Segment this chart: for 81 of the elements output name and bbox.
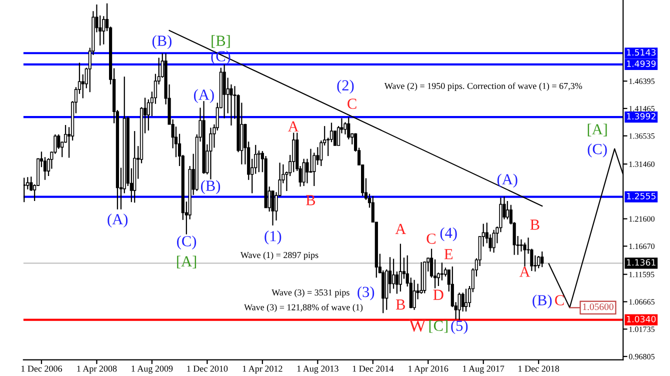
annotation: (A) (497, 174, 518, 188)
x-tick-label: 1 Dec 2006 (21, 366, 62, 372)
candlestick (292, 132, 296, 173)
candlestick (492, 229, 496, 254)
x-tick-label: 1 Dec 2010 (187, 366, 228, 372)
candlestick (537, 255, 540, 269)
candlestick (398, 243, 402, 292)
annotation: (B) (152, 35, 172, 50)
candlestick (520, 238, 523, 252)
x-tick-label: 1 Apr 2016 (408, 366, 448, 374)
x-tick-label: 1 Apr 2008 (77, 366, 117, 374)
x-tick-label: 1 Aug 2017 (463, 366, 504, 374)
y-tick-label: 1.21600 (629, 216, 655, 222)
annotation: (5) (451, 320, 468, 334)
candlestick (461, 292, 464, 312)
ref-line-label: 1.0340 (627, 316, 656, 322)
y-tick-label: 1.31460 (629, 161, 655, 167)
y-tick-label: 1.06665 (629, 299, 655, 305)
y-tick-label: 0.96805 (628, 354, 655, 360)
annotation: C (426, 234, 436, 244)
annotation: B (306, 195, 316, 206)
annotation: (2) (337, 80, 354, 94)
y-tick-label: 1.36535 (629, 133, 655, 139)
annotation: Wave (3) = 3531 pips (272, 289, 350, 298)
annotation: (B) (532, 294, 552, 308)
annotation: (C) (211, 50, 230, 64)
annotation: E (444, 249, 453, 260)
annotation: A (288, 121, 299, 132)
ref-line-label: 1.1361 (627, 259, 656, 266)
x-tick-label: 1 Apr 2012 (242, 366, 282, 374)
annotation: Wave (1) = 2897 pips (240, 252, 318, 260)
y-tick-label: 1.11595 (629, 272, 654, 278)
x-tick-label: 1 Dec 2018 (518, 366, 560, 372)
annotation: D (433, 290, 444, 300)
annotation: (1) (264, 230, 282, 244)
x-tick-label: 1 Dec 2014 (352, 366, 394, 372)
y-tick-label: 1.46395 (629, 78, 655, 84)
candlestick (209, 127, 212, 180)
annotation: C (348, 98, 356, 109)
candlestick (302, 158, 306, 187)
x-tick-label: 1 Aug 2009 (132, 366, 173, 374)
ref-line-label: 1.4939 (627, 60, 656, 67)
ref-line-label: 1.5143 (627, 49, 656, 56)
annotation: (C) (588, 143, 607, 158)
candlestick (57, 134, 60, 150)
annotation: C (555, 295, 564, 306)
candlestick (464, 288, 468, 312)
candlestick (222, 64, 226, 119)
candlestick (506, 200, 509, 220)
annotation: (3) (358, 286, 374, 300)
y-tick-label: 1.16670 (629, 244, 655, 250)
annotation: Wave (2) = 1950 pips. Correction of wave (1) = 67,3% (384, 82, 582, 91)
candlestick (540, 250, 544, 268)
x-tick-label: 1 Aug 2013 (297, 366, 338, 374)
annotation: [C] (429, 320, 448, 333)
candlestick (271, 190, 274, 226)
y-tick-label: 1.01735 (629, 326, 655, 332)
annotation: (4) (440, 227, 457, 242)
annotation: Wave (3) = 121,88% of wave (1) (244, 304, 363, 312)
annotation: 1.05600 (583, 304, 614, 310)
annotation: (A) (194, 89, 214, 104)
annotation: W (408, 320, 426, 332)
annotation: (C) (177, 236, 196, 250)
candlestick (392, 258, 396, 290)
annotation: A (395, 224, 406, 234)
ref-line-label: 1.3992 (627, 113, 656, 120)
y-tick-label: 1.41465 (629, 106, 655, 112)
annotation: (B) (201, 180, 220, 194)
candlestick (347, 116, 350, 140)
candlestick (458, 292, 461, 320)
annotation: [A] (588, 124, 607, 136)
annotation: (A) (108, 214, 128, 228)
candlestick (412, 279, 416, 310)
candlestick (344, 122, 347, 135)
annotation: [B] (212, 35, 230, 48)
candlestick (23, 177, 26, 203)
annotation: B (530, 220, 540, 230)
annotation: A (519, 266, 530, 277)
ref-line-label: 1.2555 (627, 192, 656, 200)
annotation: [A] (177, 256, 196, 268)
annotation: B (396, 300, 405, 310)
